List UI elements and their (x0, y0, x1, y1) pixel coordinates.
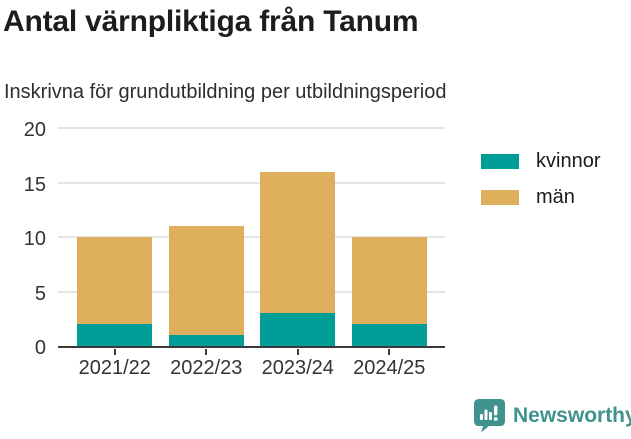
y-tick-label-5: 5 (34, 282, 46, 305)
bar-segment-2024-25-män (351, 237, 427, 325)
x-tick-label-2021-22: 2021/22 (78, 357, 151, 379)
newsworthy-logo-icon (474, 399, 505, 433)
y-tick-label-10: 10 (23, 228, 46, 250)
bar-segment-2023-24-kvinnor (260, 313, 336, 346)
bar-segment-2024-25-kvinnor (351, 324, 427, 346)
x-tick-mark-2023-24 (296, 349, 299, 355)
y-tick-label-20: 20 (23, 119, 46, 141)
plot-area (58, 127, 445, 348)
x-tick-mark-2021-22 (113, 349, 116, 355)
legend-label-kvinnor: kvinnor (536, 150, 601, 172)
x-tick-label-2023-24: 2023/24 (261, 357, 334, 379)
legend-item-män: män (481, 186, 600, 209)
gridline-y20 (58, 127, 445, 129)
bar-segment-2023-24-män (260, 171, 336, 314)
x-tick-mark-2024-25 (388, 349, 391, 355)
newsworthy-brand-name: Newsworthy (513, 404, 631, 427)
x-tick-mark-2022-23 (205, 349, 208, 355)
gridline-y5 (58, 290, 445, 293)
chart-legend: kvinnor män (481, 150, 600, 222)
legend-swatch-kvinnor (481, 154, 519, 169)
gridline-y10 (58, 236, 445, 238)
bar-segment-2021-22-män (77, 237, 153, 325)
bar-segment-2022-23-kvinnor (168, 335, 244, 346)
chart-title: Antal värnpliktiga från Tanum (3, 5, 419, 38)
chart-subtitle: Inskrivna för grundutbildning per utbild… (4, 81, 447, 103)
x-tick-label-2024-25: 2024/25 (353, 357, 426, 379)
y-tick-label-0: 0 (34, 337, 46, 359)
newsworthy-branding: Newsworthy (474, 399, 631, 433)
legend-item-kvinnor: kvinnor (481, 150, 600, 173)
gridline-y15 (58, 181, 445, 184)
y-tick-label-15: 15 (23, 173, 46, 196)
bar-segment-2022-23-män (168, 226, 244, 336)
legend-label-män: män (536, 186, 575, 208)
x-tick-label-2022-23: 2022/23 (170, 357, 243, 379)
bar-segment-2021-22-kvinnor (77, 324, 153, 346)
legend-swatch-män (481, 190, 519, 205)
